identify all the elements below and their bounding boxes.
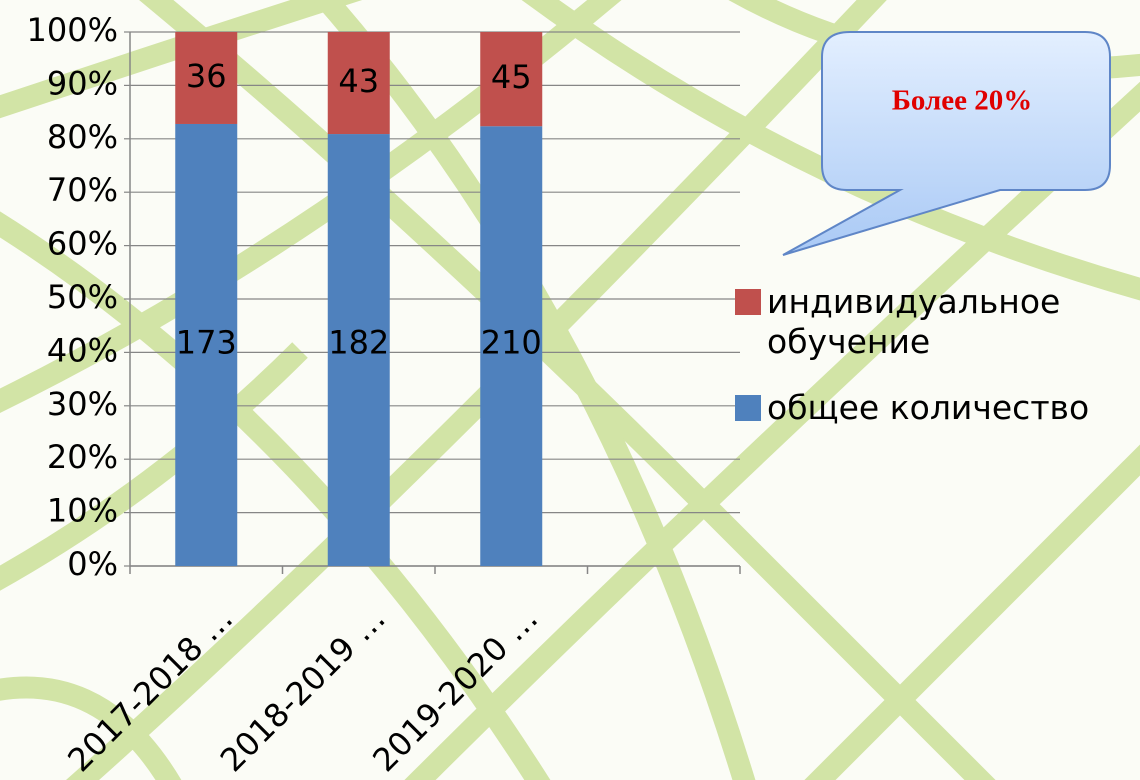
y-tick-label: 10%	[47, 492, 118, 530]
data-label: 173	[176, 323, 237, 361]
y-tick-label: 40%	[47, 331, 118, 369]
y-tick-label: 80%	[47, 118, 118, 156]
data-label: 182	[328, 323, 389, 361]
legend-label: индивидуальное обучение	[767, 282, 1107, 362]
y-tick-label: 100%	[27, 11, 118, 49]
data-label: 36	[186, 57, 227, 95]
data-label: 210	[481, 323, 542, 361]
legend-swatch	[735, 395, 761, 421]
y-tick-label: 70%	[47, 171, 118, 209]
y-tick-label: 90%	[47, 64, 118, 102]
legend-label: общее количество	[767, 388, 1107, 428]
y-tick-label: 50%	[47, 278, 118, 316]
annotation: Более 20%	[892, 85, 1033, 117]
y-tick-label: 20%	[47, 438, 118, 476]
page: Более 20% 0% 10% 20% 30% 40% 50% 60% 70% 80% 90% 1…	[0, 0, 1140, 780]
y-tick-label: 0%	[67, 545, 118, 583]
y-tick-label: 30%	[47, 385, 118, 423]
legend-item: индивидуальное обучение	[735, 282, 1125, 362]
data-label: 43	[338, 62, 379, 100]
y-tick-label: 60%	[47, 225, 118, 263]
legend-item: общее количество	[735, 388, 1125, 428]
legend-swatch	[735, 289, 761, 315]
data-label: 45	[491, 58, 532, 96]
